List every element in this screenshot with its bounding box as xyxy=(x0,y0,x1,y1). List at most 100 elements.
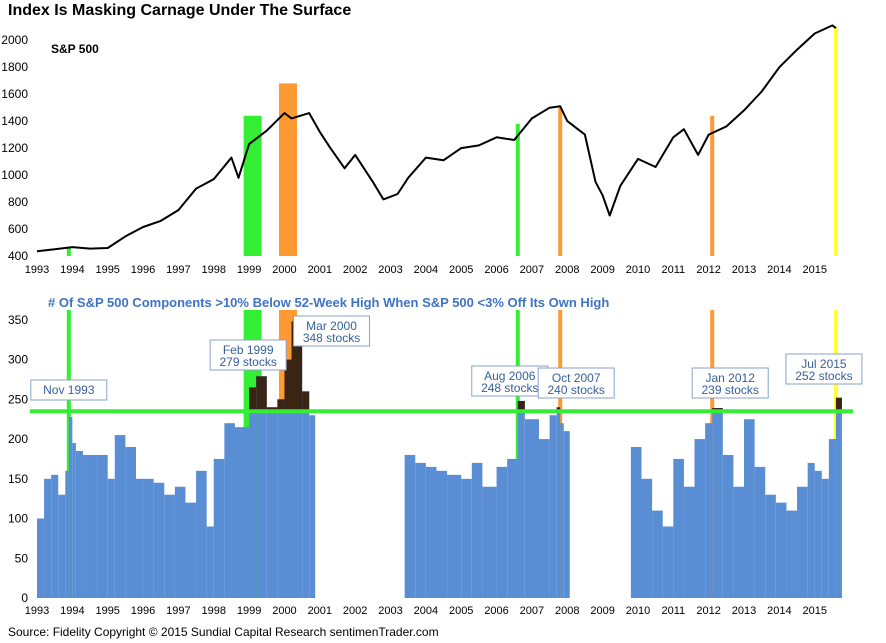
bar-9 xyxy=(97,454,108,598)
top-xtick-2: 1995 xyxy=(95,264,119,276)
top-ytick-8: 2000 xyxy=(1,33,28,47)
bottom-xtick-13: 2006 xyxy=(484,605,508,617)
bottom-xtick-15: 2008 xyxy=(555,605,579,617)
bar-41 xyxy=(507,458,518,598)
bottom-xtick-6: 1999 xyxy=(237,605,261,617)
bottom-xtick-8: 2001 xyxy=(308,605,332,617)
bar-50 xyxy=(641,478,653,598)
top-ytick-3: 1000 xyxy=(1,168,28,182)
annotation-box-6 xyxy=(785,353,863,385)
bottom-ytick-3: 150 xyxy=(8,472,28,486)
annotation-value-4: 240 stocks xyxy=(548,383,605,397)
top-marker-0 xyxy=(66,246,71,256)
annotation-label-5: Jan 2012 xyxy=(706,371,756,385)
top-xtick-8: 2001 xyxy=(308,264,332,276)
annotation-label-3: Aug 2006 xyxy=(484,369,536,383)
bottom-ytick-0: 0 xyxy=(21,591,28,605)
top-marker-3 xyxy=(515,123,520,256)
top-xtick-4: 1997 xyxy=(166,264,190,276)
bottom-xtick-4: 1997 xyxy=(166,605,190,617)
bar-43 xyxy=(524,419,539,598)
bar-62 xyxy=(765,494,776,598)
bar-12 xyxy=(125,447,136,598)
bottom-xtick-12: 2005 xyxy=(449,605,473,617)
top-xtick-17: 2010 xyxy=(626,264,650,276)
bottom-xtick-22: 2015 xyxy=(802,605,826,617)
annotation-box-1 xyxy=(209,339,287,371)
bar-17 xyxy=(174,486,186,598)
bottom-xtick-2: 1995 xyxy=(95,605,119,617)
bar-55 xyxy=(694,439,706,598)
bar-63 xyxy=(775,502,787,598)
bar-46 xyxy=(556,407,561,598)
top-xtick-3: 1996 xyxy=(131,264,155,276)
annotation-label-1: Feb 1999 xyxy=(223,343,274,357)
top-ytick-2: 800 xyxy=(8,195,28,209)
top-marker-4 xyxy=(558,107,563,257)
bar-excess-28 xyxy=(284,359,292,412)
top-ytick-6: 1600 xyxy=(1,87,28,101)
bar-11 xyxy=(114,435,126,598)
bar-52 xyxy=(662,526,674,598)
bar-38 xyxy=(471,462,483,598)
annotation-value-1: 279 stocks xyxy=(219,355,276,369)
bar-15 xyxy=(153,482,165,598)
bar-5 xyxy=(68,416,73,598)
bar-67 xyxy=(814,470,822,598)
top-marker-6 xyxy=(833,26,838,256)
sp500-line xyxy=(36,24,837,253)
bar-61 xyxy=(754,466,766,598)
bar-59 xyxy=(733,486,745,598)
annotation-value-6: 252 stocks xyxy=(795,369,852,383)
annotation-value-2: 348 stocks xyxy=(303,331,360,345)
bottom-xtick-20: 2013 xyxy=(732,605,756,617)
bar-66 xyxy=(807,462,815,598)
bottom-xtick-17: 2010 xyxy=(626,605,650,617)
annotation-label-4: Oct 2007 xyxy=(552,371,601,385)
threshold-line xyxy=(30,409,853,414)
bottom-xtick-0: 1993 xyxy=(25,605,49,617)
bottom-ytick-2: 100 xyxy=(8,512,28,526)
bar-35 xyxy=(436,470,448,598)
bar-23 xyxy=(234,427,250,598)
bottom-ytick-1: 50 xyxy=(15,551,29,565)
bar-1 xyxy=(44,478,52,598)
bar-27 xyxy=(277,399,285,598)
bar-0 xyxy=(37,518,45,598)
bar-25 xyxy=(256,376,267,598)
bar-3 xyxy=(58,494,66,598)
top-marker-1 xyxy=(243,115,262,257)
bar-18 xyxy=(185,502,197,598)
bar-excess-25 xyxy=(256,376,267,412)
bottom-xtick-9: 2002 xyxy=(343,605,367,617)
bottom-xtick-7: 2000 xyxy=(272,605,296,617)
bottom-xtick-19: 2012 xyxy=(696,605,720,617)
bottom-ytick-6: 300 xyxy=(8,353,28,367)
bar-13 xyxy=(135,478,144,598)
bar-21 xyxy=(213,458,225,598)
bar-excess-27 xyxy=(277,399,285,412)
annotation-label-0: Nov 1993 xyxy=(43,383,95,397)
bottom-xtick-14: 2007 xyxy=(520,605,544,617)
bar-14 xyxy=(143,478,154,598)
bar-36 xyxy=(447,474,462,598)
bar-28 xyxy=(284,359,292,598)
bottom-xtick-1: 1994 xyxy=(60,605,84,617)
top-xtick-10: 2003 xyxy=(378,264,402,276)
bar-4 xyxy=(65,470,69,598)
bar-68 xyxy=(821,478,829,598)
bar-16 xyxy=(164,494,175,598)
annotation-box-5 xyxy=(691,367,769,399)
bottom-ytick-7: 350 xyxy=(8,313,28,327)
bar-70 xyxy=(835,397,842,598)
bar-39 xyxy=(482,486,497,598)
bottom-panel-subtitle: # Of S&P 500 Components >10% Below 52-We… xyxy=(48,295,610,310)
bottom-ytick-4: 200 xyxy=(8,432,28,446)
bottom-xtick-21: 2014 xyxy=(767,605,791,617)
sp500-series-label: S&P 500 xyxy=(51,42,99,56)
annotation-value-5: 239 stocks xyxy=(702,383,759,397)
annotation-box-3 xyxy=(471,365,549,397)
annotation-label-2: Mar 2000 xyxy=(306,319,357,333)
bar-32 xyxy=(404,454,416,598)
